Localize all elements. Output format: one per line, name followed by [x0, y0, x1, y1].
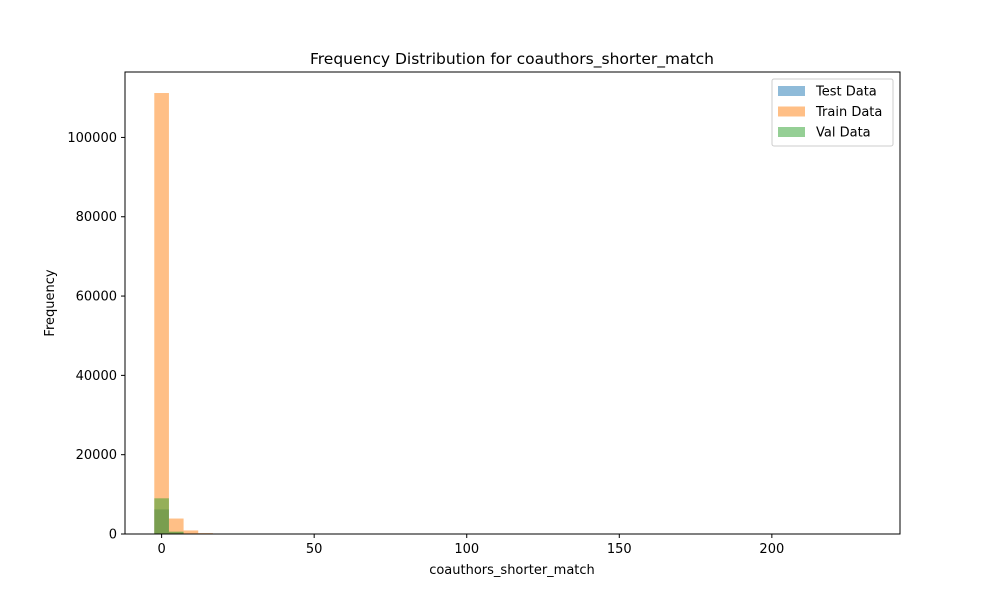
y-axis-ticks: 0 20000 40000 60000 80000 100000 — [67, 131, 125, 543]
legend: Test Data Train Data Val Data — [771, 78, 894, 147]
histogram-bar-train-data — [183, 530, 199, 534]
y-tick-label: 100000 — [67, 131, 117, 146]
histogram-bar-train-data — [154, 93, 169, 534]
x-tick-label: 150 — [607, 542, 632, 557]
plot-area-frame — [124, 71, 901, 535]
y-tick-label: 40000 — [76, 369, 117, 384]
y-tick-label: 0 — [109, 528, 117, 543]
x-axis-ticks: 0 50 100 150 200 — [157, 534, 784, 557]
y-axis-label: Frequency — [43, 269, 58, 336]
histogram-bar-train-data — [168, 518, 184, 534]
y-tick-label: 60000 — [76, 290, 117, 305]
x-tick-label: 100 — [454, 542, 479, 557]
legend-swatch-test-data — [778, 86, 805, 96]
x-axis-label: coauthors_shorter_match — [429, 563, 595, 578]
histogram-bar-val-data — [154, 498, 169, 534]
legend-label-train-data: Train Data — [815, 105, 882, 120]
x-tick-label: 200 — [759, 542, 784, 557]
legend-swatch-val-data — [778, 127, 805, 137]
y-tick-label: 20000 — [76, 448, 117, 463]
legend-label-test-data: Test Data — [815, 85, 877, 100]
legend-swatch-train-data — [778, 106, 805, 117]
x-tick-label: 50 — [306, 542, 323, 557]
y-tick-label: 80000 — [76, 210, 117, 225]
legend-label-val-data: Val Data — [816, 126, 871, 141]
x-tick-label: 0 — [157, 542, 165, 557]
chart-title: Frequency Distribution for coauthors_sho… — [310, 50, 714, 69]
histogram-bar-val-data — [168, 531, 184, 534]
legend-entries: Test Data Train Data Val Data — [778, 85, 882, 141]
